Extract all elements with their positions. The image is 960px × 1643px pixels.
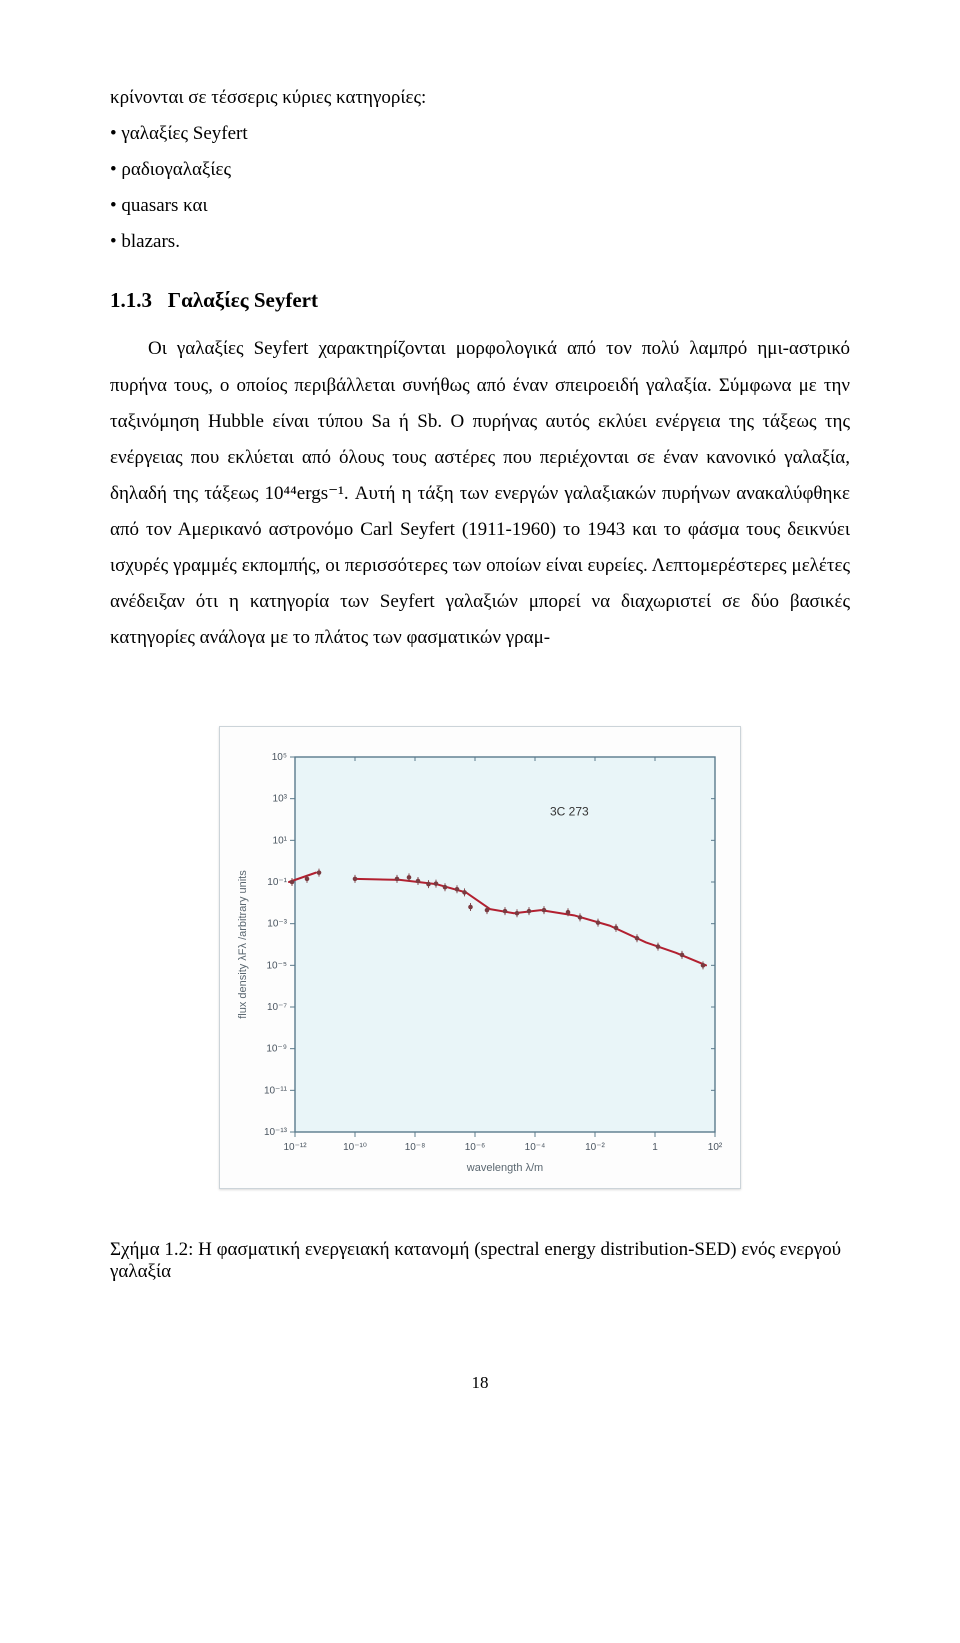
svg-text:10⁻³: 10⁻³ (267, 919, 287, 930)
chart-container: 10⁻¹² 10⁻¹⁰ 10⁻⁸ 10⁻⁶ 10⁻⁴ 10⁻² 1 10² 10⁻¹³ 10⁻¹¹… (110, 726, 850, 1189)
figure-caption-label: Σχήμα 1.2: (110, 1239, 193, 1260)
bullet-2: • ραδιογαλαξίες (110, 152, 850, 188)
main-paragraph: Οι γαλαξίες Seyfert χαρακτηρίζονται μορφ… (110, 331, 850, 656)
svg-text:10⁻⁶: 10⁻⁶ (465, 1142, 486, 1153)
svg-text:10⁻¹⁰: 10⁻¹⁰ (343, 1142, 367, 1153)
svg-text:10⁻⁴: 10⁻⁴ (525, 1142, 546, 1153)
svg-text:10⁻²: 10⁻² (585, 1142, 605, 1153)
section-title: Γαλαξίες Seyfert (168, 288, 318, 312)
svg-text:10⁻¹³: 10⁻¹³ (264, 1127, 288, 1138)
svg-text:10⁻⁷: 10⁻⁷ (267, 1002, 287, 1013)
figure-caption: Σχήμα 1.2: Η φασματική ενεργειακή κατανο… (110, 1239, 850, 1283)
figure-caption-text: Η φασματική ενεργειακή κατανομή (spectra… (110, 1239, 841, 1282)
svg-text:10⁻⁵: 10⁻⁵ (266, 961, 287, 972)
svg-text:1: 1 (652, 1142, 658, 1153)
section-heading: 1.1.3 Γαλαξίες Seyfert (110, 288, 850, 313)
page-number: 18 (110, 1373, 850, 1393)
svg-text:10⁻⁹: 10⁻⁹ (266, 1044, 287, 1055)
svg-text:10⁻¹: 10⁻¹ (267, 877, 287, 888)
intro-line: κρίνονται σε τέσσερις κύριες κατηγορίες: (110, 80, 850, 116)
page-container: κρίνονται σε τέσσερις κύριες κατηγορίες:… (0, 0, 960, 1453)
svg-text:10⁻⁸: 10⁻⁸ (405, 1142, 426, 1153)
svg-text:flux density λFλ /arbitrary un: flux density λFλ /arbitrary units (237, 870, 249, 1019)
svg-text:10¹: 10¹ (273, 836, 288, 847)
bullet-3: • quasars και (110, 188, 850, 224)
svg-text:10³: 10³ (273, 794, 288, 805)
svg-text:wavelength λ/m: wavelength λ/m (466, 1162, 543, 1174)
svg-text:10⁵: 10⁵ (272, 752, 287, 763)
svg-text:10⁻¹²: 10⁻¹² (283, 1142, 307, 1153)
chart-card: 10⁻¹² 10⁻¹⁰ 10⁻⁸ 10⁻⁶ 10⁻⁴ 10⁻² 1 10² 10⁻¹³ 10⁻¹¹… (219, 726, 741, 1189)
bullet-1: • γαλαξίες Seyfert (110, 116, 850, 152)
sed-chart: 10⁻¹² 10⁻¹⁰ 10⁻⁸ 10⁻⁶ 10⁻⁴ 10⁻² 1 10² 10⁻¹³ 10⁻¹¹… (230, 737, 730, 1177)
bullet-4: • blazars. (110, 224, 850, 260)
svg-text:10⁻¹¹: 10⁻¹¹ (264, 1086, 288, 1097)
svg-text:10²: 10² (708, 1142, 723, 1153)
section-number: 1.1.3 (110, 288, 152, 312)
svg-text:3C 273: 3C 273 (550, 805, 589, 819)
